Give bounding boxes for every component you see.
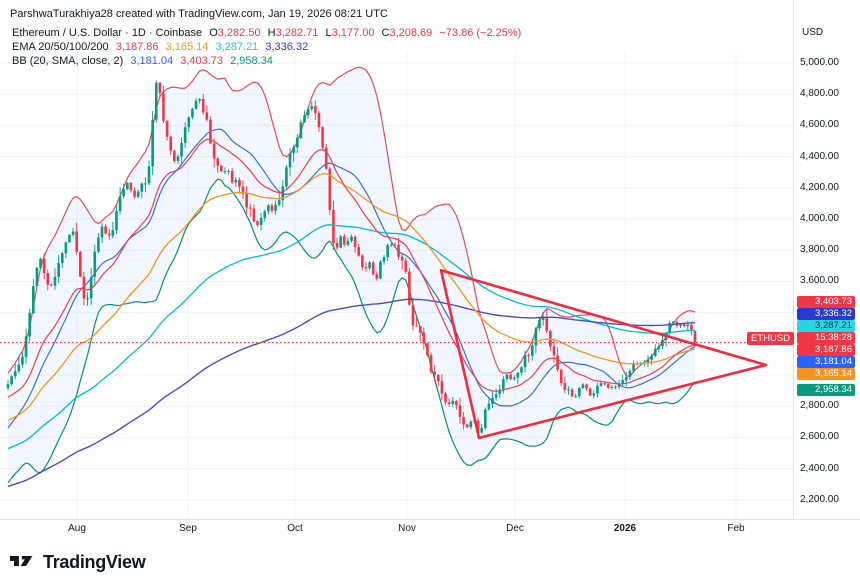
price-tag: 3,336.32 [797,308,855,320]
price-tag: 3,187.86 [797,344,855,356]
ema-label: EMA 20/50/100/200 [12,41,109,53]
ema20-value: 3,187.86 [115,41,159,53]
price-axis-label: 2,800.00 [800,400,839,412]
ema200-value: 3,336.32 [265,41,309,53]
price-axis-label: 4,200.00 [800,181,839,193]
bb-lower-value: 2,958.34 [230,55,273,67]
price-tag: 3,403.73 [797,296,855,308]
price-axis-unit: USD [802,27,824,38]
price-tag: 3,181.04 [797,356,855,368]
ema-legend-row[interactable]: EMA 20/50/100/200 3,187.86 3,165.14 3,28… [12,41,312,53]
time-axis-label: Aug [68,523,86,534]
time-axis-label: Nov [398,523,416,534]
time-axis-label: Oct [287,523,303,534]
close-value: 3,208.69 [389,27,433,39]
bb-basis-value: 3,181.04 [130,55,174,67]
tradingview-logo-text: TradingView [43,552,146,572]
time-axis-label: 2026 [613,523,637,534]
change-value: −73.86 (−2.25%) [439,27,522,39]
bb-upper-value: 3,403.73 [180,55,224,67]
price-axis-label: 3,600.00 [800,275,839,287]
price-axis-label: 2,200.00 [800,493,839,505]
price-axis-label: 3,800.00 [800,244,839,256]
time-axis-label: Dec [506,523,524,534]
symbol-price-label: ETHUSD [747,332,794,345]
bb-label: BB (20, SMA, close, 2) [12,55,124,67]
attribution-text: ParshwaTurakhiya28 created with TradingV… [10,8,388,20]
high-label: H [267,27,276,39]
high-value: 3,282.71 [275,27,319,39]
symbol-legend-row[interactable]: Ethereum / U.S. Dollar · 1D · Coinbase O… [12,27,525,39]
price-axis-label: 4,600.00 [800,119,839,131]
price-tag: 2,958.34 [797,384,855,396]
ema50-value: 3,165.14 [165,41,209,53]
open-label: O [209,27,218,39]
price-tag: 3,287.21 [797,320,855,332]
time-axis-label: Feb [727,523,745,534]
tradingview-logo-icon [10,556,33,567]
price-axis-label: 2,400.00 [800,462,839,474]
price-axis-border [793,0,794,519]
close-label: C [381,27,390,39]
price-axis-label: 4,000.00 [800,213,839,224]
price-axis-label: 5,000.00 [800,57,839,68]
price-axis-label: 4,400.00 [800,150,839,162]
tradingview-logo[interactable]: TradingView [10,552,146,573]
price-axis-label: 4,800.00 [800,88,839,100]
bb-legend-row[interactable]: BB (20, SMA, close, 2) 3,181.04 3,403.73… [12,55,277,67]
open-value: 3,282.50 [217,27,261,39]
time-axis-border [0,519,860,520]
ema100-value: 3,287.21 [215,41,259,53]
price-tag: 15:38:28 [797,332,855,344]
symbol-title: Ethereum / U.S. Dollar · 1D · Coinbase [12,27,203,39]
price-tag: 3,165.14 [797,368,855,380]
price-axis-label: 2,600.00 [800,431,839,443]
time-axis-label: Sep [179,523,197,534]
low-label: L [325,27,332,39]
low-value: 3,177.00 [331,27,375,39]
